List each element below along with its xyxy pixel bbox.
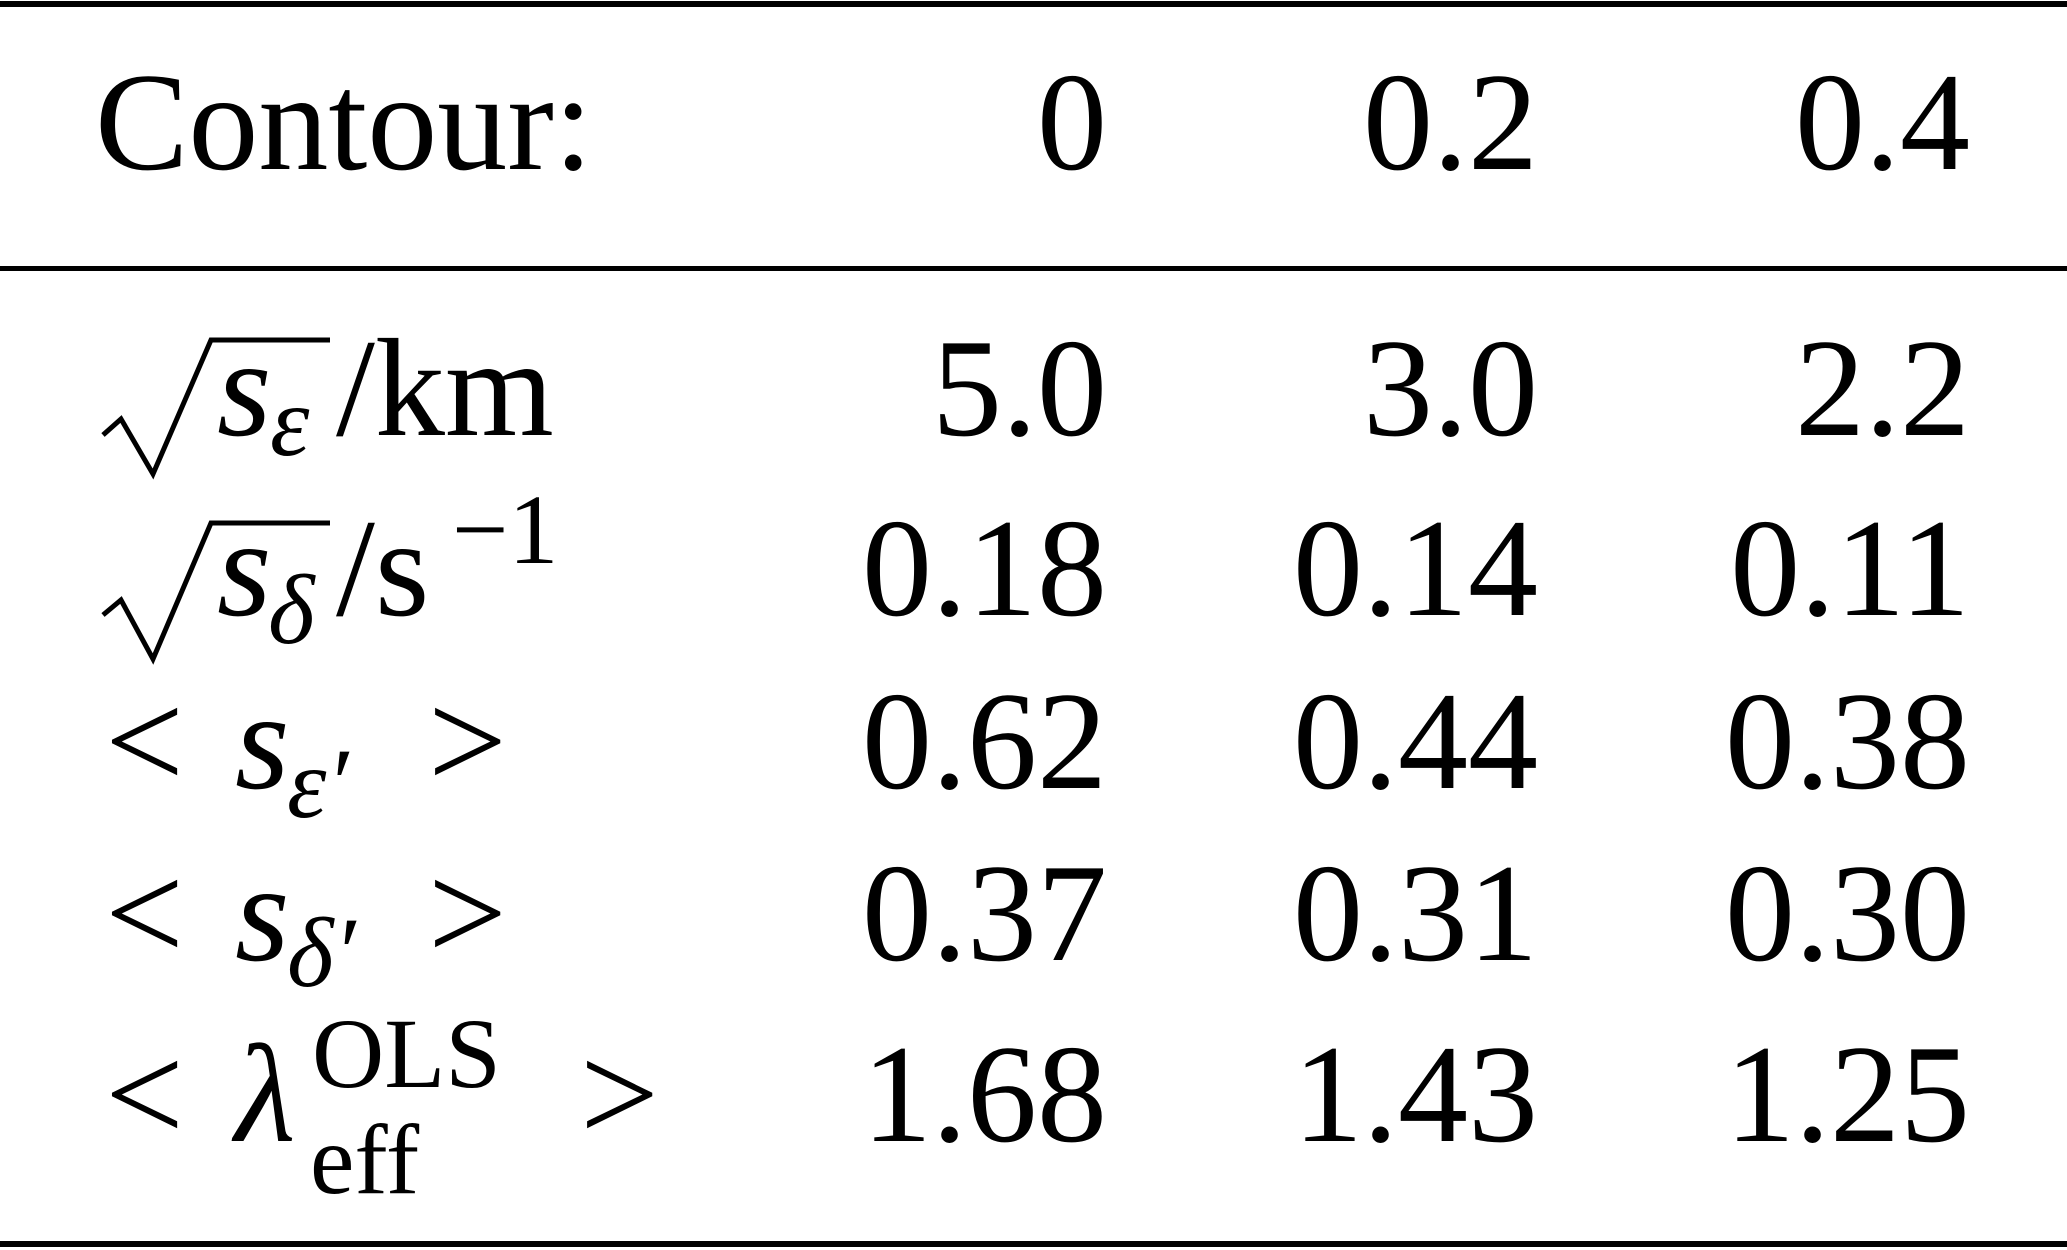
- cell: 0.37: [862, 836, 1107, 991]
- radical: [101, 520, 330, 665]
- subscript: ε′: [287, 728, 350, 839]
- cell: 1.25: [1725, 1017, 1970, 1172]
- superscript: OLS: [312, 998, 501, 1109]
- subscript: δ: [268, 554, 316, 665]
- unit: /km: [336, 311, 554, 466]
- cell: 0.11: [1730, 491, 1970, 646]
- cell: 3.0: [1363, 311, 1538, 466]
- symbol: s: [235, 664, 289, 819]
- superscript: −1: [452, 474, 558, 585]
- symbol: λ: [231, 1017, 296, 1172]
- symbol: s: [217, 311, 271, 466]
- symbol: s: [217, 491, 271, 646]
- header-cell: 0.2: [1363, 45, 1538, 200]
- bracket: <: [105, 1017, 184, 1172]
- subscript: δ′: [287, 897, 357, 1008]
- symbol: s: [235, 836, 289, 991]
- cell: 0.31: [1293, 836, 1538, 991]
- subscript: ε: [270, 366, 310, 477]
- cell: 1.68: [862, 1017, 1107, 1172]
- bracket: <: [105, 664, 184, 819]
- cell: 5.0: [932, 311, 1107, 466]
- bracket: >: [428, 664, 507, 819]
- unit: /s: [336, 491, 429, 646]
- radical: [101, 337, 330, 480]
- bracket: >: [580, 1017, 659, 1172]
- bracket: >: [428, 836, 507, 991]
- cell: 2.2: [1795, 311, 1970, 466]
- cell: 0.30: [1725, 836, 1970, 991]
- cell: 1.43: [1293, 1017, 1538, 1172]
- cell: 0.44: [1293, 664, 1538, 819]
- header-cell: 0.4: [1795, 45, 1970, 200]
- header-label: Contour:: [95, 45, 593, 200]
- top-rule: [0, 1, 2067, 7]
- cell: 0.38: [1725, 664, 1970, 819]
- cell: 0.62: [862, 664, 1107, 819]
- cell: 0.14: [1293, 491, 1538, 646]
- cell: 0.18: [862, 491, 1107, 646]
- mid-rule: [0, 266, 2067, 271]
- bottom-rule: [0, 1241, 2067, 1247]
- bracket: <: [105, 836, 184, 991]
- header-cell: 0: [1037, 45, 1107, 200]
- subscript: eff: [310, 1104, 420, 1215]
